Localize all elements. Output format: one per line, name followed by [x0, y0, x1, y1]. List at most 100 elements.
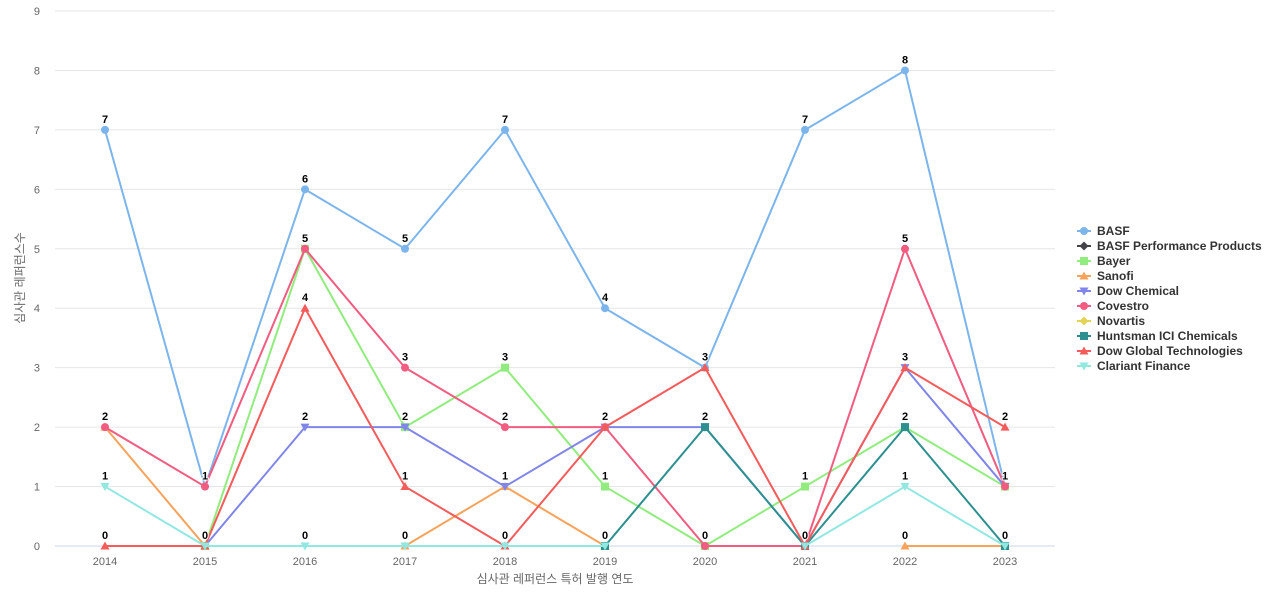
data-label: 0 — [102, 530, 108, 542]
legend-item[interactable]: Bayer — [1077, 254, 1131, 268]
y-axis: 0 1 2 3 4 5 6 7 8 9 — [34, 6, 40, 553]
data-label: 7 — [102, 114, 108, 126]
data-point — [600, 542, 610, 551]
legend-item[interactable]: Novartis — [1077, 314, 1145, 328]
legend-symbol — [1079, 316, 1089, 326]
data-point — [1000, 422, 1010, 431]
data-label: 8 — [902, 54, 908, 66]
data-label: 1 — [102, 471, 108, 483]
y-tick-label: 3 — [34, 363, 40, 375]
y-tick-label: 1 — [34, 482, 40, 494]
data-label: 0 — [1002, 530, 1008, 542]
x-tick-label: 2016 — [293, 556, 317, 568]
data-point — [901, 66, 909, 75]
data-point — [1000, 542, 1010, 551]
legend-item[interactable]: BASF Performance Products — [1077, 239, 1262, 253]
grid-layer — [55, 10, 1055, 547]
data-point — [701, 423, 709, 432]
data-label: 0 — [602, 530, 608, 542]
data-label: 4 — [302, 292, 309, 304]
x-tick-label: 2015 — [193, 556, 217, 568]
data-label: 5 — [402, 233, 408, 245]
data-point — [300, 423, 310, 432]
legend-label: Covestro — [1097, 299, 1149, 313]
legend-item[interactable]: Dow Global Technologies — [1077, 344, 1243, 358]
legend-label: Clariant Finance — [1097, 359, 1191, 373]
data-label: 2 — [602, 411, 608, 423]
data-point — [601, 304, 609, 313]
legend-item[interactable]: BASF — [1077, 224, 1130, 238]
legend-label: BASF — [1097, 224, 1130, 238]
legend-item[interactable]: Dow Chemical — [1077, 284, 1179, 298]
data-label: 1 — [1002, 471, 1008, 483]
x-axis-title: 심사관 레퍼런스 특허 발행 연도 — [477, 571, 634, 586]
data-point — [401, 244, 409, 253]
legend-item[interactable]: Clariant Finance — [1077, 359, 1191, 373]
legend-item[interactable]: Sanofi — [1077, 269, 1134, 283]
data-point — [200, 542, 210, 551]
data-label: 0 — [402, 530, 408, 542]
data-label: 1 — [902, 471, 908, 483]
series-line — [104, 69, 1006, 488]
data-point — [401, 363, 409, 372]
data-label: 2 — [402, 411, 408, 423]
data-point — [801, 125, 809, 134]
data-point — [901, 423, 909, 432]
data-label: 3 — [902, 352, 908, 364]
data-label: 1 — [502, 471, 508, 483]
data-label: 2 — [1002, 411, 1008, 423]
legend-symbol — [1080, 302, 1088, 310]
data-label: 0 — [302, 530, 308, 542]
x-tick-label: 2021 — [793, 556, 817, 568]
y-tick-label: 8 — [34, 65, 40, 77]
legend-symbol — [1080, 332, 1088, 340]
data-point — [100, 483, 110, 492]
x-tick-label: 2017 — [393, 556, 417, 568]
data-label: 3 — [502, 352, 508, 364]
y-tick-label: 6 — [34, 184, 40, 196]
data-point — [501, 125, 509, 134]
series-covestro — [101, 244, 1009, 550]
data-label: 6 — [302, 173, 308, 185]
y-tick-label: 9 — [34, 6, 40, 18]
data-label: 1 — [402, 471, 408, 483]
legend-item[interactable]: Covestro — [1077, 299, 1149, 313]
data-point — [600, 422, 610, 431]
data-point — [1001, 482, 1009, 491]
data-point — [400, 542, 410, 551]
series-line — [104, 307, 1006, 547]
x-tick-label: 2018 — [493, 556, 517, 568]
x-tick-label: 2023 — [993, 556, 1017, 568]
data-point — [900, 363, 910, 372]
legend-symbol — [1080, 257, 1088, 265]
data-point — [500, 542, 510, 551]
data-label: 1 — [602, 471, 608, 483]
legend-symbol — [1079, 287, 1089, 296]
data-label: 0 — [902, 530, 908, 542]
data-label: 2 — [102, 411, 108, 423]
data-label: 5 — [302, 233, 308, 245]
data-point — [300, 303, 310, 312]
data-point — [800, 542, 810, 551]
data-label: 3 — [402, 352, 408, 364]
data-point — [301, 244, 309, 253]
y-tick-label: 7 — [34, 125, 40, 137]
series-line — [204, 366, 1006, 547]
data-label: 2 — [502, 411, 508, 423]
data-point — [400, 423, 410, 432]
legend-symbol — [1079, 241, 1089, 251]
data-point — [701, 542, 709, 550]
data-label: 0 — [702, 530, 708, 542]
legend-label: Sanofi — [1097, 269, 1134, 283]
x-tick-label: 2022 — [893, 556, 917, 568]
data-point — [601, 482, 609, 491]
data-point — [700, 363, 710, 372]
legend-label: Novartis — [1097, 314, 1145, 328]
data-point — [501, 423, 509, 432]
data-label: 3 — [702, 352, 708, 364]
legend-item[interactable]: Huntsman ICI Chemicals — [1077, 329, 1238, 343]
legend-symbol — [1079, 271, 1089, 280]
legend-symbol — [1079, 362, 1089, 371]
legend-label: Dow Chemical — [1097, 284, 1179, 298]
